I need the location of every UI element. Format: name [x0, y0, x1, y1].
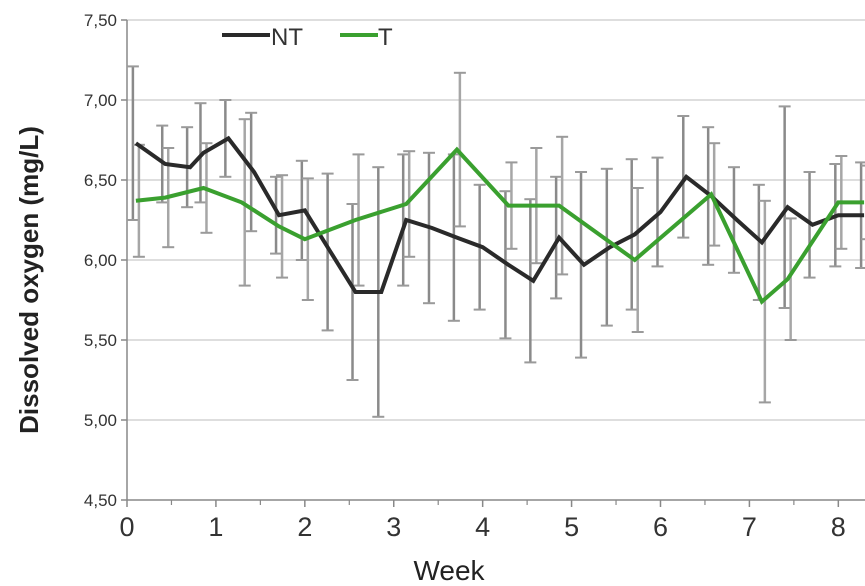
x-tick-label: 1 [208, 512, 223, 542]
y-tick-label: 7,00 [84, 91, 117, 110]
tick-labels: 4,50 5,00 5,50 6,00 6,50 7,00 7,50 0 1 2 3 4 5 6 7 8 [84, 11, 846, 542]
y-tick-label: 7,50 [84, 11, 117, 30]
legend: NT T [222, 24, 393, 51]
axes [121, 19, 865, 507]
x-tick-label: 0 [119, 512, 134, 542]
error-bars [126, 65, 865, 418]
x-tick-label: 7 [742, 512, 757, 542]
x-axis-title: Week [413, 555, 485, 586]
legend-label-nt: NT [271, 24, 303, 51]
x-tick-label: 3 [386, 512, 401, 542]
y-tick-label: 4,50 [84, 491, 117, 510]
x-tick-label: 5 [564, 512, 579, 542]
y-axis-title: Dissolved oxygen (mg/L) [14, 126, 44, 434]
x-tick-label: 6 [653, 512, 668, 542]
legend-label-t: T [378, 24, 393, 51]
series-line-nt [134, 135, 865, 294]
y-tick-label: 5,50 [84, 331, 117, 350]
series-line-t [135, 146, 865, 305]
y-tick-label: 5,00 [84, 411, 117, 430]
series-lines [134, 135, 865, 305]
y-tick-label: 6,00 [84, 251, 117, 270]
gridlines [127, 19, 865, 421]
x-tick-label: 2 [297, 512, 312, 542]
y-tick-label: 6,50 [84, 171, 117, 190]
x-tick-label: 4 [475, 512, 490, 542]
x-tick-label: 8 [831, 512, 846, 542]
